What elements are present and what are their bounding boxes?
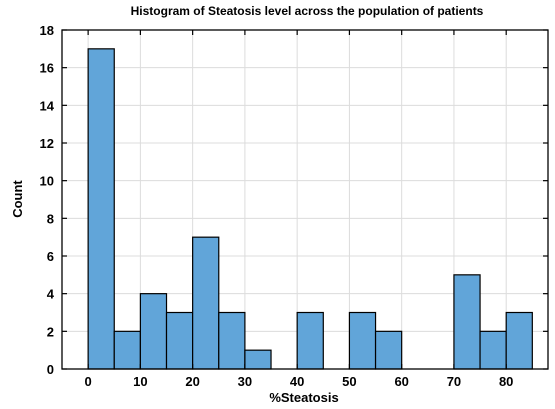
histogram-bar [218,311,246,370]
y-axis-label: Count [10,180,25,218]
x-tick-label: 20 [185,374,199,389]
histogram-bar [244,349,272,370]
x-tick-label: 0 [85,374,92,389]
y-tick-label: 16 [40,61,54,76]
histogram-bar [479,330,507,370]
chart-title: Histogram of Steatosis level across the … [131,4,484,18]
histogram-bar [453,274,481,370]
histogram-bar [348,311,377,370]
histogram-bar [505,311,533,370]
histogram-bar [374,330,403,370]
x-tick-label: 10 [133,374,147,389]
y-tick-label: 12 [40,136,54,151]
y-tick-label: 14 [40,98,55,113]
x-tick-label: 50 [342,374,356,389]
y-tick-label: 8 [47,211,54,226]
histogram-bars [87,48,533,370]
histogram-bar [165,311,194,370]
x-tick-label: 80 [499,374,513,389]
x-tick-label: 30 [238,374,252,389]
x-tick-label: 70 [447,374,461,389]
y-tick-label: 2 [47,324,54,339]
y-tick-label: 6 [47,249,54,264]
y-tick-label: 18 [40,23,54,38]
x-tick-label: 60 [394,374,408,389]
y-tick-label: 4 [47,287,55,302]
histogram-bar [139,293,168,370]
axes: 0 10 20 30 40 50 60 70 80 0 2 4 6 8 10 12 14 16 18 [40,23,549,389]
x-axis-label: %Steatosis [269,390,338,405]
plot-frame [61,29,549,370]
histogram-bar [87,48,115,370]
histogram-bar [113,330,141,370]
histogram-bar [192,236,220,370]
histogram-bar [296,311,324,370]
y-tick-label: 0 [47,362,54,377]
y-tick-label: 10 [40,174,54,189]
x-tick-label: 40 [290,374,304,389]
